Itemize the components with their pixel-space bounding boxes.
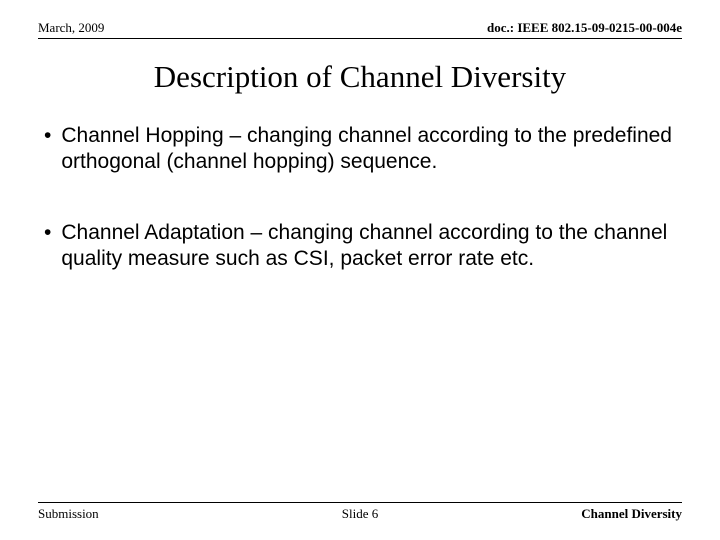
header-doc-number: doc.: IEEE 802.15-09-0215-00-004e [487, 20, 682, 36]
bullet-marker-icon: • [44, 123, 51, 149]
footer-slide-number: Slide 6 [254, 506, 467, 522]
bullet-text: Channel Hopping – changing channel accor… [61, 123, 676, 176]
slide-title: Description of Channel Diversity [38, 59, 682, 95]
footer-submission: Submission [38, 506, 251, 522]
header: March, 2009 doc.: IEEE 802.15-09-0215-00… [38, 20, 682, 39]
footer-topic: Channel Diversity [469, 506, 682, 522]
header-date: March, 2009 [38, 20, 104, 36]
slide: March, 2009 doc.: IEEE 802.15-09-0215-00… [0, 0, 720, 540]
content-area: • Channel Hopping – changing channel acc… [38, 123, 682, 502]
bullet-text: Channel Adaptation – changing channel ac… [61, 220, 676, 273]
bullet-item: • Channel Hopping – changing channel acc… [66, 123, 676, 176]
bullet-item: • Channel Adaptation – changing channel … [66, 220, 676, 273]
bullet-marker-icon: • [44, 220, 51, 246]
footer: Submission Slide 6 Channel Diversity [38, 502, 682, 522]
